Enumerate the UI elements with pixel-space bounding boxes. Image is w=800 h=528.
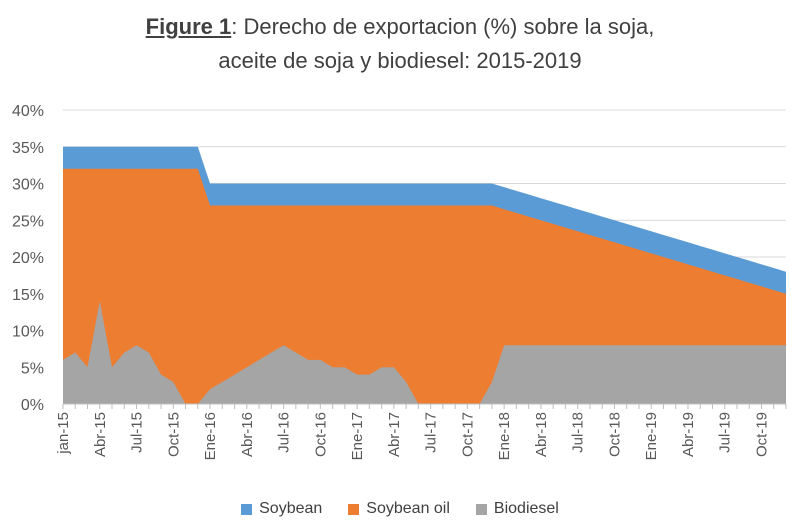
x-tick-label: Jul-16 [276, 412, 293, 453]
chart-title-line-2: aceite de soja y biodiesel: 2015-2019 [218, 48, 582, 73]
x-tick-label: Jul-15 [129, 412, 146, 453]
x-tick-label: jan-15 [55, 412, 72, 455]
y-tick-label: 25% [12, 213, 44, 230]
chart-title-line-1: Figure 1: Derecho de exportacion (%) sob… [0, 10, 800, 44]
legend-label-soybean-oil: Soybean oil [366, 500, 450, 517]
y-tick-label: 35% [12, 140, 44, 157]
x-tick-label: Ene-19 [643, 412, 660, 460]
x-tick-label: Jul-19 [717, 412, 734, 453]
x-tick-label: Abr-16 [239, 412, 256, 457]
legend-swatch-biodiesel [475, 503, 487, 515]
x-tick-label: Jul-17 [423, 412, 440, 453]
y-tick-label: 40% [12, 103, 44, 120]
x-tick-label: Oct-19 [753, 412, 770, 457]
series-area-biodiesel [63, 301, 786, 404]
legend-label-biodiesel: Biodiesel [493, 500, 559, 517]
legend-item-soybean-oil: Soybean oil [348, 500, 450, 518]
y-tick-label: 30% [12, 177, 44, 194]
x-tick-label: Abr-19 [680, 412, 697, 457]
x-tick-label: Ene-16 [202, 412, 219, 460]
y-tick-label: 0% [21, 397, 44, 414]
x-tick-label: Ene-18 [496, 412, 513, 460]
figure-label: Figure 1 [145, 14, 232, 39]
x-tick-label: Oct-16 [312, 412, 329, 457]
x-tick-label: Ene-17 [349, 412, 366, 460]
y-tick-label: 20% [12, 250, 44, 267]
x-tick-label: Oct-17 [459, 412, 476, 457]
legend-item-soybean: Soybean [241, 500, 322, 518]
y-tick-label: 10% [12, 324, 44, 341]
x-tick-label: Oct-15 [165, 412, 182, 457]
legend-item-biodiesel: Biodiesel [475, 500, 559, 518]
x-tick-label: Oct-18 [606, 412, 623, 457]
legend-label-soybean: Soybean [259, 500, 323, 517]
x-tick-label: Abr-15 [92, 412, 109, 457]
legend: Soybean Soybean oil Biodiesel [0, 500, 800, 518]
x-tick-label: Abr-18 [533, 412, 550, 457]
x-tick-label: Abr-17 [386, 412, 403, 457]
x-tick-label: Jul-18 [570, 412, 587, 453]
title-text-1: : Derecho de exportacion (%) sobre la so… [231, 14, 655, 39]
y-tick-label: 5% [21, 360, 44, 377]
legend-swatch-soybean [241, 503, 253, 515]
y-tick-label: 15% [12, 287, 44, 304]
chart-title: Figure 1: Derecho de exportacion (%) sob… [0, 10, 800, 78]
legend-swatch-soybean-oil [348, 503, 360, 515]
